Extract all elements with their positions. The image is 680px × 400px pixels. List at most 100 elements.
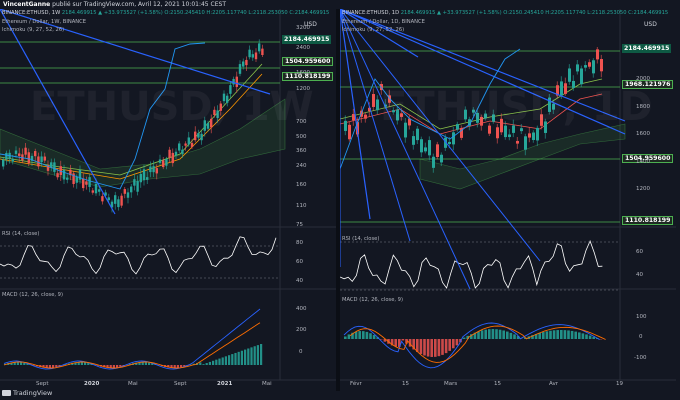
- macd-histogram-bar: [365, 331, 369, 339]
- author-name[interactable]: VincentGanne: [3, 1, 51, 8]
- candle-body: [580, 68, 583, 85]
- macd-histogram-bar: [477, 331, 480, 339]
- candle-body: [181, 149, 184, 154]
- candle-body: [104, 192, 107, 196]
- price-tick: 240: [296, 163, 307, 169]
- price-tick: 500: [296, 134, 307, 140]
- candle-body: [512, 125, 515, 133]
- macd-histogram-bar: [116, 365, 119, 368]
- time-axis[interactable]: Sept 2020 Mai Sept 2021 Mai: [0, 380, 336, 391]
- candle-body: [40, 156, 43, 163]
- candle-body: [536, 127, 539, 141]
- macd-histogram-bar: [344, 336, 347, 339]
- macd-histogram-bar: [498, 329, 502, 339]
- candle-body: [564, 83, 567, 94]
- rsi-tick: 40: [296, 278, 303, 284]
- macd-label[interactable]: MACD (12, 26, close, 9): [2, 292, 64, 298]
- weekly-chart-pane[interactable]: ETHUSD, 1W BINANCE:ETHUSD, 1W 2184.46991…: [0, 9, 336, 391]
- macd-histogram-bar: [362, 331, 365, 339]
- macd-histogram-bar: [570, 330, 574, 339]
- candle-body: [476, 112, 479, 123]
- candle-body: [235, 76, 238, 87]
- tradingview-logo[interactable]: TradingView: [2, 389, 52, 397]
- time-axis[interactable]: Févr 15 Mars 15 Avr 19: [340, 380, 676, 391]
- candle-body: [344, 120, 347, 131]
- ichimoku-indicator-label[interactable]: Ichimoku (9, 27, 52, 26): [2, 27, 65, 33]
- candle-body: [504, 125, 507, 138]
- candle-body: [197, 133, 200, 138]
- time-tick: Mai: [128, 381, 138, 387]
- rsi-trendline: [340, 9, 471, 290]
- candle-body: [468, 119, 471, 126]
- macd-histogram-bar: [244, 349, 247, 365]
- candle-body: [484, 113, 487, 119]
- candle-body: [500, 118, 503, 133]
- signal-line: [3, 322, 261, 369]
- candle-body: [18, 153, 21, 156]
- macd-histogram-bar: [64, 364, 67, 365]
- daily-chart-canvas[interactable]: [340, 9, 676, 391]
- candle-body: [456, 124, 459, 130]
- candle-body: [66, 177, 69, 180]
- last-price-tag: 2184.469915: [622, 44, 672, 53]
- candle-body: [420, 139, 423, 153]
- macd-histogram-bar: [452, 339, 455, 349]
- macd-histogram-bar: [534, 333, 538, 339]
- candle-body: [216, 110, 219, 118]
- macd-histogram-bar: [119, 365, 122, 367]
- price-tick: 1600: [296, 70, 310, 76]
- pane-divider[interactable]: [336, 9, 340, 391]
- macd-histogram-bar: [250, 347, 253, 365]
- candle-body: [72, 173, 75, 185]
- price-tick: 160: [296, 182, 307, 188]
- candle-body: [136, 181, 139, 192]
- candle-body: [348, 124, 351, 140]
- price-tick: 1200: [636, 186, 650, 192]
- candle-body: [114, 195, 117, 204]
- macd-label[interactable]: MACD (12, 26, close, 9): [342, 297, 404, 303]
- time-tick: Sept: [36, 381, 49, 387]
- chart-title: Ethereum / Dollar, 1W, BINANCE: [2, 19, 87, 25]
- last-price-tag: 2184.469915: [282, 35, 332, 44]
- macd-histogram-bar: [58, 365, 61, 367]
- macd-histogram-bar: [180, 365, 183, 368]
- macd-histogram-bar: [542, 332, 545, 339]
- macd-histogram-bar: [10, 362, 13, 365]
- candle-body: [496, 127, 499, 139]
- macd-histogram-bar: [351, 332, 354, 339]
- macd-histogram-bar: [77, 362, 80, 365]
- symbol-ohlc-header: BINANCE:ETHUSD, 1W 2184.469915 ▲ +33.973…: [2, 10, 329, 17]
- ichimoku-indicator-label[interactable]: Ichimoku (9, 27, 52, 26): [342, 27, 405, 33]
- macd-histogram-bar: [437, 339, 441, 357]
- macd-histogram-bar: [484, 329, 487, 339]
- candle-body: [229, 85, 232, 94]
- candle-body: [544, 121, 547, 133]
- candle-body: [117, 199, 120, 208]
- macd-histogram-bar: [45, 365, 48, 368]
- candle-body: [588, 62, 591, 67]
- candle-body: [596, 49, 599, 60]
- candle-body: [133, 179, 136, 186]
- candle-body: [245, 59, 248, 66]
- rsi-label[interactable]: RSI (14, close): [342, 236, 380, 242]
- weekly-chart-canvas[interactable]: [0, 9, 336, 391]
- rsi-label[interactable]: RSI (14, close): [2, 231, 40, 237]
- candle-body: [584, 65, 587, 68]
- ohlc-values: 2184.469915 ▲ +33.973527 (+1.58%) O:2150…: [400, 10, 669, 16]
- price-tick: 2400: [296, 45, 310, 51]
- candle-body: [69, 169, 72, 176]
- symbol-label[interactable]: BINANCE:ETHUSD, 1W: [2, 10, 61, 16]
- candle-body: [162, 160, 165, 168]
- candle-body: [142, 169, 146, 181]
- candle-body: [352, 114, 355, 121]
- candle-body: [480, 116, 483, 126]
- candle-body: [576, 64, 579, 72]
- candle-body: [88, 177, 91, 187]
- currency-label: USD: [644, 21, 657, 28]
- daily-chart-pane[interactable]: ETHUSD, 1D BINANCE:ETHUSD, 1D 2184.46991…: [340, 9, 676, 391]
- macd-histogram-bar: [369, 333, 372, 339]
- macd-histogram-bar: [491, 329, 495, 339]
- symbol-label[interactable]: BINANCE:ETHUSD, 1D: [342, 10, 400, 16]
- candle-body: [436, 144, 439, 157]
- candle-body: [155, 168, 158, 174]
